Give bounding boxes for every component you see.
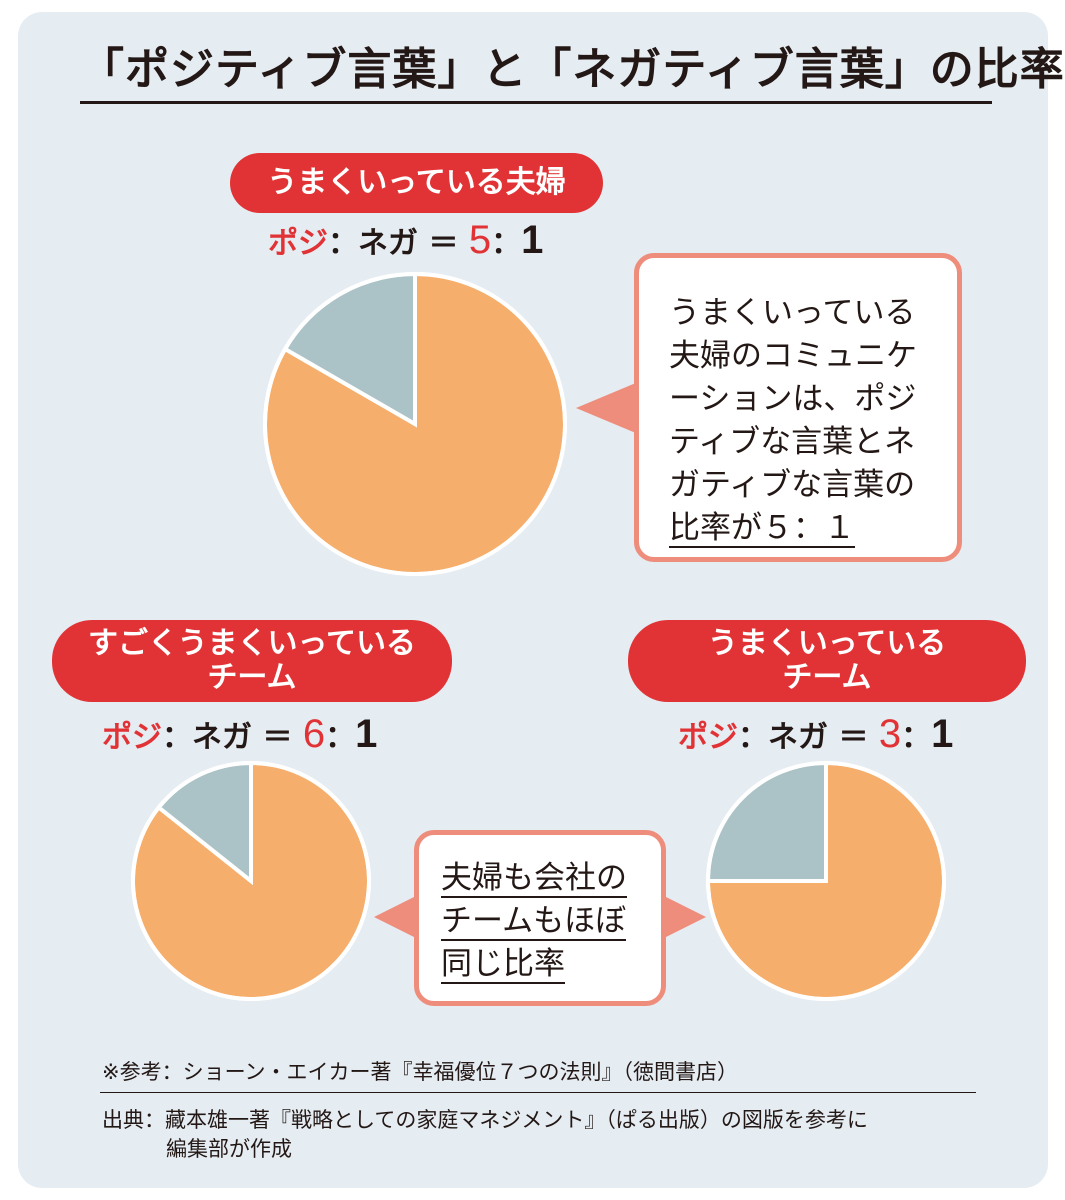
source-note-line1: 出典：藏本雄一著『戦略としての家庭マネジメント』（ぱる出版）の図版を参考に [102, 1108, 868, 1132]
ratio-sep: ： [162, 720, 192, 755]
ratio-eq: ＝ [262, 720, 293, 755]
group-label-couple: うまくいっている夫婦 [230, 153, 603, 213]
callout-line: チームもほぼ [441, 903, 627, 941]
source-note-line2: 編集部が作成 [166, 1137, 292, 1161]
pie-outline [131, 761, 371, 1001]
footer-divider [100, 1092, 976, 1093]
pie-outline [263, 272, 567, 576]
pie-chart-team [705, 760, 946, 1001]
ratio-posi-label: ポジ [268, 226, 328, 261]
ratio-posi-label: ポジ [678, 720, 738, 755]
ratio-posi-label: ポジ [102, 720, 162, 755]
callout-line: 夫婦のコミュニケ [669, 338, 917, 374]
ratio-sep: ： [491, 226, 522, 261]
callout-line: うまくいっている [669, 295, 916, 331]
ratio-pos-value: 5 [468, 218, 492, 262]
group-label-great-team-text: すごくうまくいっている チーム [88, 626, 416, 695]
pie-outline [706, 761, 946, 1001]
ratio-nega-label: ネガ [768, 720, 828, 755]
ratio-neg-value: 1 [931, 712, 954, 756]
ratio-great-team: ポジ：ネガ ＝ 6：1 [102, 712, 377, 760]
ratio-team: ポジ：ネガ ＝ 3：1 [678, 712, 953, 760]
reference-note: ※参考：ショーン・エイカー著『幸福優位７つの法則』（徳間書店） [102, 1060, 739, 1084]
callout-couple: うまくいっている 夫婦のコミュニケ ーションは、ポジ ティブな言葉とネ ガティブ… [634, 253, 962, 562]
ratio-eq: ＝ [428, 226, 459, 261]
ratio-sep: ： [901, 720, 932, 755]
ratio-sep: ： [738, 720, 768, 755]
page-title: 「ポジティブ言葉」と「ネガティブ言葉」の比率 [80, 44, 1065, 95]
callout-team: 夫婦も会社の チームもほぼ 同じ比率 [414, 830, 666, 1006]
callout-line: 夫婦も会社の [441, 860, 627, 898]
callout-line: ーションは、ポジ [669, 381, 917, 417]
callout-line: ティブな言葉とネ [669, 424, 916, 460]
ratio-nega-label: ネガ [192, 720, 252, 755]
ratio-couple: ポジ：ネガ ＝ 5：1 [268, 218, 543, 266]
group-label-great-team: すごくうまくいっている チーム [52, 620, 452, 702]
ratio-neg-value: 1 [355, 712, 378, 756]
callout-team-pointer-right [664, 896, 706, 938]
group-label-team-text: うまくいっている チーム [707, 626, 947, 695]
callout-couple-pointer [576, 382, 638, 434]
pie-chart-couple [263, 271, 567, 576]
title-underline [80, 101, 992, 104]
group-label-couple-text: うまくいっている夫婦 [267, 165, 566, 200]
callout-line: 同じ比率 [441, 946, 565, 984]
ratio-pos-value: 3 [878, 712, 902, 756]
ratio-pos-value: 6 [302, 712, 326, 756]
callout-line: ガティブな言葉の [669, 467, 916, 503]
callout-line: 比率が５：１ [669, 510, 855, 548]
ratio-neg-value: 1 [521, 218, 544, 262]
ratio-sep: ： [325, 720, 356, 755]
ratio-nega-label: ネガ [358, 226, 418, 261]
callout-team-pointer-left [374, 896, 416, 938]
ratio-eq: ＝ [838, 720, 869, 755]
ratio-sep: ： [328, 226, 358, 261]
pie-chart-great-team [131, 760, 371, 1001]
group-label-team: うまくいっている チーム [628, 620, 1026, 702]
